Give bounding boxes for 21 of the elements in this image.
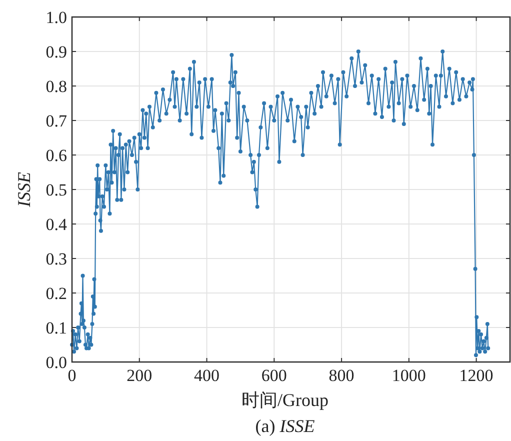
y-tick-label: 0.3	[46, 250, 67, 268]
x-tick-label: 800	[328, 366, 354, 385]
y-axis-title: ISSE	[14, 172, 34, 208]
y-tick-label: 0.8	[46, 77, 67, 96]
x-axis-title: 时间/Group	[242, 390, 328, 410]
text: (a) ISSE	[255, 416, 315, 436]
y-tick-label: 1.0	[46, 8, 67, 27]
y-tick-label: 0.2	[46, 284, 67, 303]
x-tick-label: 1000	[392, 366, 426, 385]
x-tick-label: 1200	[459, 366, 494, 385]
y-tick-label: 0.5	[46, 180, 67, 200]
x-tick-label: 600	[261, 366, 287, 385]
y-tick-label: 0.9	[46, 42, 67, 62]
y-tick-label: 0.4	[46, 215, 68, 234]
x-tick-label: 400	[194, 366, 220, 385]
x-tick-label: 200	[126, 366, 152, 385]
y-tick-label: 0.1	[46, 318, 67, 338]
y-tick-label: 0.7	[46, 112, 68, 130]
y-tick-label: 0.6	[46, 146, 67, 165]
y-tick-label: 0.0	[46, 353, 67, 372]
x-tick-label: 0	[68, 366, 76, 385]
